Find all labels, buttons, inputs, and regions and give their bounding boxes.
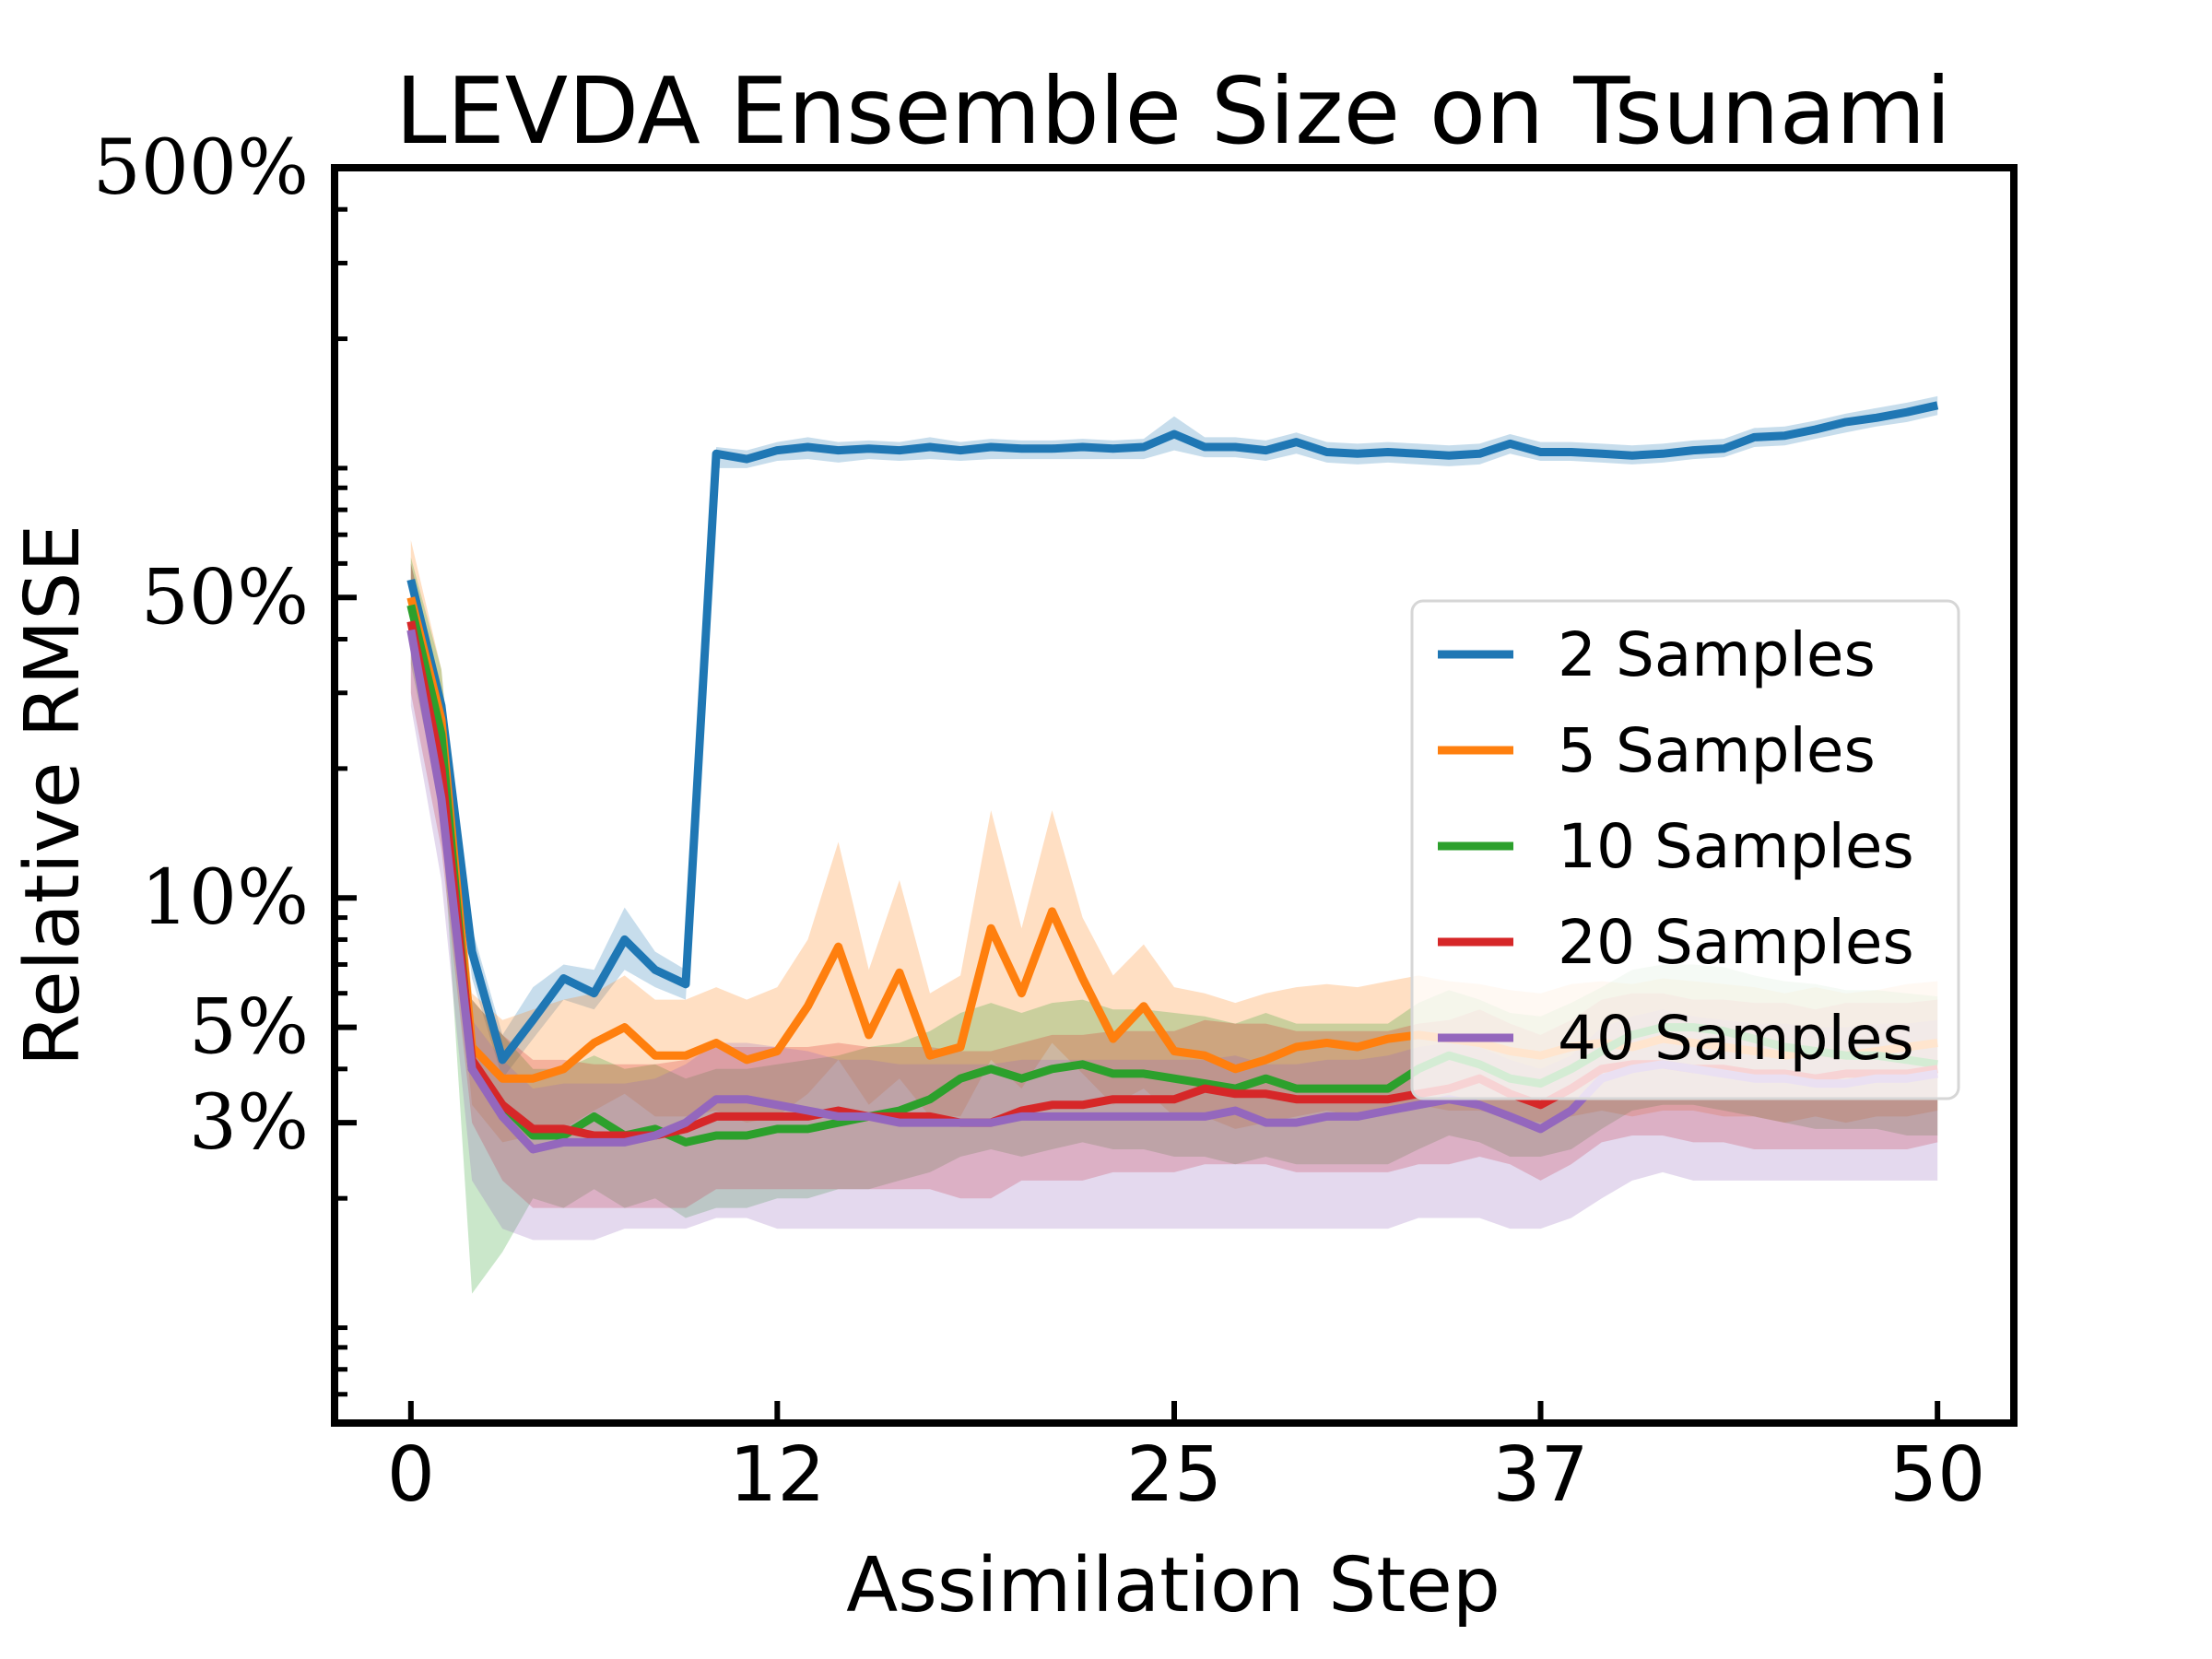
legend-label-40-samples: 40 Samples bbox=[1558, 1003, 1914, 1074]
y-tick-label: 5% bbox=[189, 984, 309, 1072]
x-tick-label: 37 bbox=[1492, 1431, 1588, 1519]
y-tick-label: 500% bbox=[93, 124, 309, 212]
x-tick-label: 12 bbox=[729, 1431, 825, 1519]
legend-label-2-samples: 2 Samples bbox=[1558, 619, 1876, 690]
x-axis-label: Assimilation Step bbox=[846, 1542, 1500, 1630]
chart-title: LEVDA Ensemble Size on Tsunami bbox=[395, 57, 1951, 165]
y-tick-label: 3% bbox=[189, 1079, 309, 1167]
legend-label-5-samples: 5 Samples bbox=[1558, 715, 1876, 786]
x-tick-label: 25 bbox=[1126, 1431, 1222, 1519]
y-axis-ticks: 3%5% 10% 50% 500% bbox=[93, 124, 357, 1426]
x-tick-label: 50 bbox=[1889, 1431, 1985, 1519]
line-2-samples bbox=[406, 401, 1939, 1065]
legend-label-20-samples: 20 Samples bbox=[1558, 907, 1914, 978]
x-axis-ticks: 0 12 25 37 50 bbox=[387, 1401, 1985, 1519]
legend-box bbox=[1410, 599, 1960, 1100]
x-tick-label: 0 bbox=[387, 1431, 435, 1519]
y-tick-label: 10% bbox=[141, 854, 309, 942]
legend-label-10-samples: 10 Samples bbox=[1558, 811, 1914, 882]
y-tick-label: 50% bbox=[141, 554, 309, 641]
legend: 2 Samples 5 Samples 10 Samples 20 Samples 40… bbox=[1410, 599, 1960, 1100]
y-axis-label: Relative RMSE bbox=[9, 524, 97, 1066]
